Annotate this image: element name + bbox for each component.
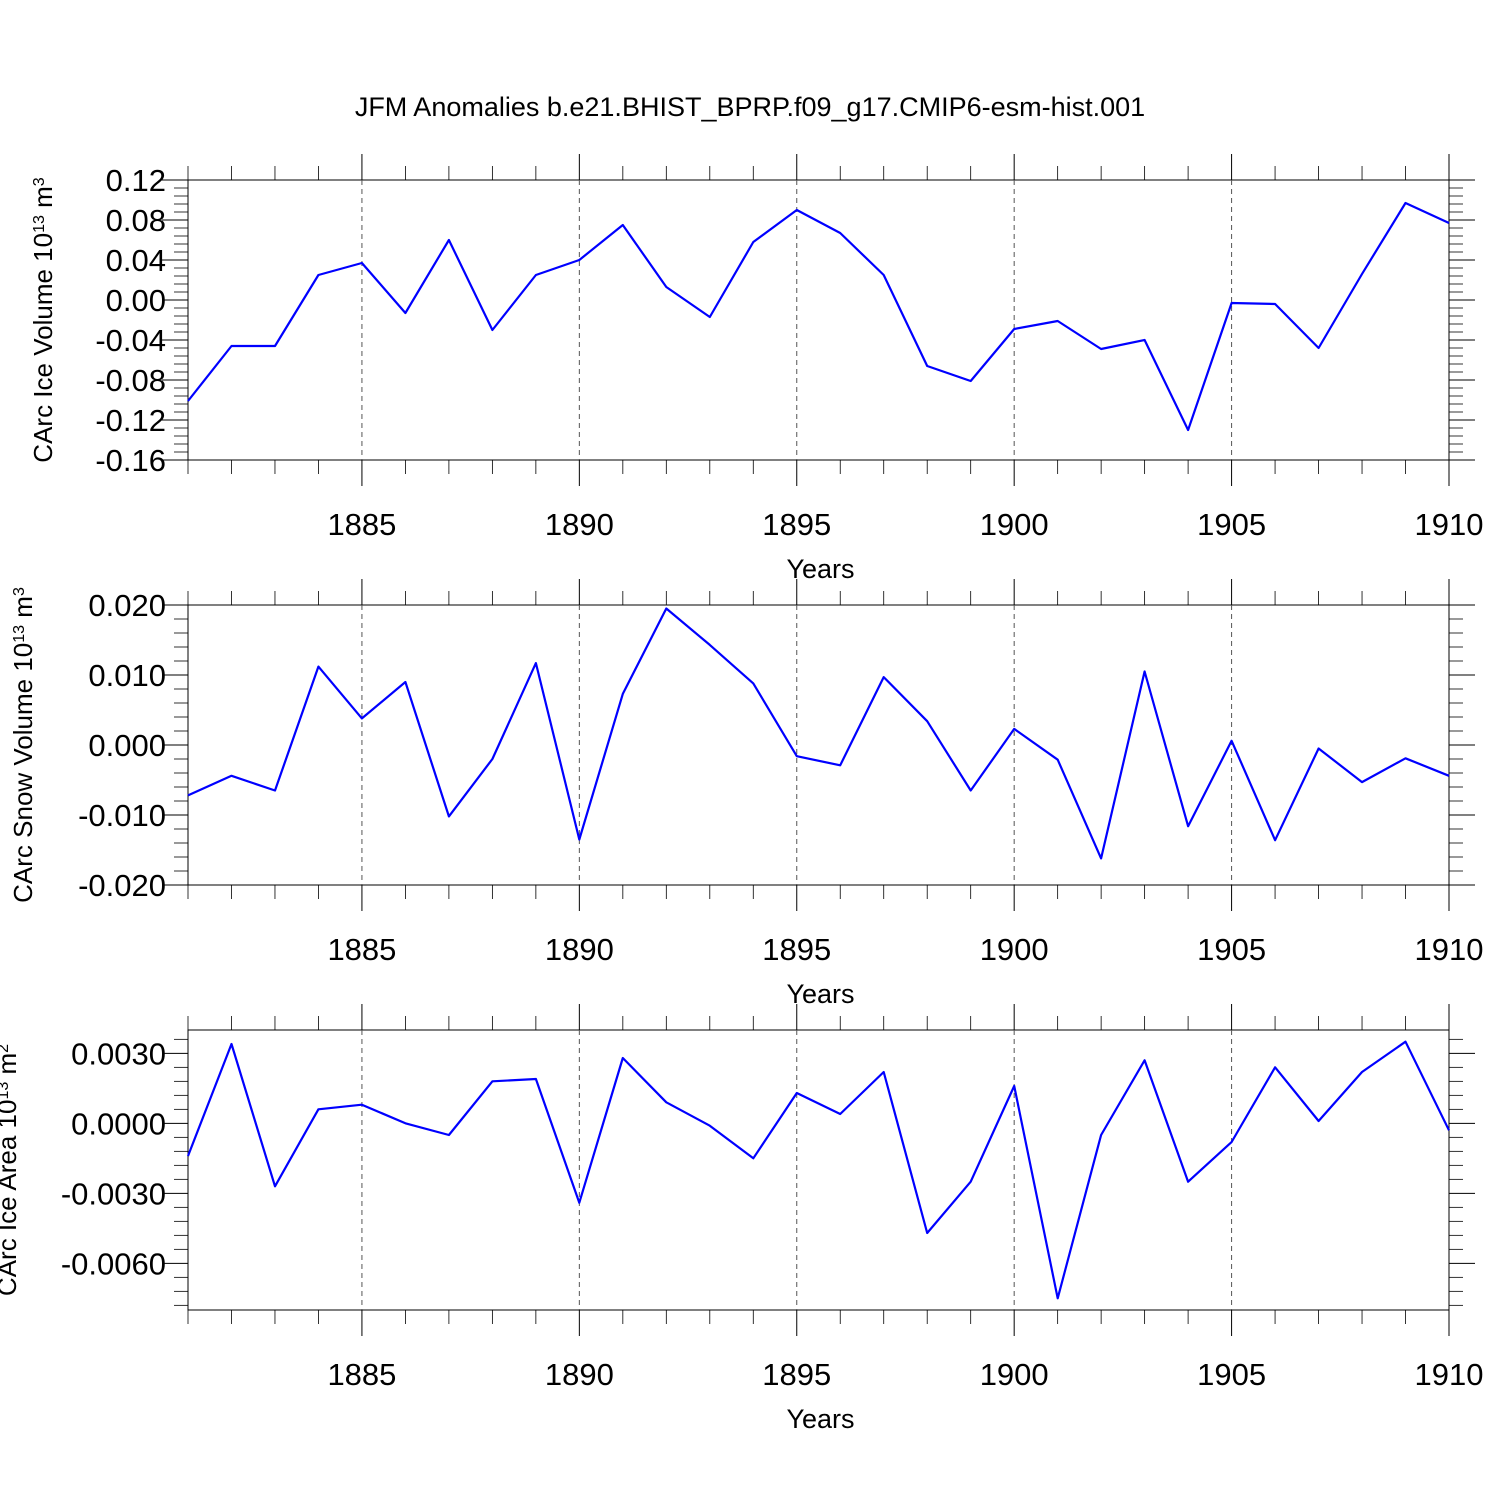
x-axis-label: Years — [786, 1404, 854, 1434]
y-tick-label: -0.04 — [95, 323, 166, 358]
plot-frame — [187, 1029, 1450, 1311]
series-line — [186, 1040, 1450, 1300]
panel-2: 1885 1890 1895 1900 1905 1910 Years -0.020 -0.01… — [8, 579, 1483, 1009]
x-tick-label: 1890 — [545, 932, 614, 967]
plot-frame — [187, 179, 1450, 461]
y-tick-label: -0.0030 — [61, 1176, 166, 1211]
y-tick-label: -0.12 — [95, 403, 166, 438]
x-tick-label: 1885 — [327, 932, 396, 967]
y-tick-label: -0.020 — [78, 868, 166, 903]
y-tick-label: 0.00 — [106, 283, 166, 318]
y-tick-label: 0.020 — [88, 588, 166, 623]
y-tick-label: -0.08 — [95, 363, 166, 398]
x-tick-label: 1885 — [327, 1357, 396, 1392]
panel-1: 1885 1890 1895 1900 1905 1910 Years -0.16 -0.12 -… — [28, 154, 1483, 584]
series-line — [187, 201, 1450, 432]
x-tick-label: 1910 — [1415, 507, 1484, 542]
plot-frame — [187, 604, 1450, 886]
x-tick-label: 1900 — [980, 507, 1049, 542]
x-axis-label: Years — [786, 979, 854, 1009]
x-tick-label: 1910 — [1415, 1357, 1484, 1392]
panel-3: 1885 1890 1895 1900 1905 1910 Years -0.0060 -0.0… — [0, 1004, 1483, 1434]
y-tick-label: 0.08 — [106, 203, 166, 238]
y-axis-label: CArc Ice Area 1013 m2 — [0, 1044, 22, 1296]
x-tick-label: 1885 — [327, 507, 396, 542]
y-tick-label: 0.0030 — [71, 1036, 166, 1071]
y-tick-label: 0.12 — [106, 163, 166, 198]
x-axis-label: Years — [786, 554, 854, 584]
chart-title: JFM Anomalies b.e21.BHIST_BPRP.f09_g17.C… — [355, 92, 1145, 122]
x-tick-label: 1905 — [1197, 932, 1266, 967]
x-tick-label: 1895 — [762, 932, 831, 967]
y-axis-label: CArc Snow Volume 1013 m3 — [8, 587, 38, 903]
y-tick-label: 0.010 — [88, 658, 166, 693]
x-tick-label: 1890 — [545, 507, 614, 542]
x-tick-label: 1900 — [980, 1357, 1049, 1392]
x-tick-label: 1900 — [980, 932, 1049, 967]
x-tick-label: 1890 — [545, 1357, 614, 1392]
x-tick-label: 1905 — [1197, 1357, 1266, 1392]
y-tick-label: 0.0000 — [71, 1106, 166, 1141]
y-tick-label: 0.04 — [106, 243, 166, 278]
y-tick-label: -0.010 — [78, 798, 166, 833]
x-tick-label: 1910 — [1415, 932, 1484, 967]
y-tick-label: 0.000 — [88, 728, 166, 763]
y-tick-label: -0.0060 — [61, 1246, 166, 1281]
series-line — [187, 607, 1450, 860]
x-tick-label: 1895 — [762, 507, 831, 542]
x-tick-label: 1895 — [762, 1357, 831, 1392]
x-tick-label: 1905 — [1197, 507, 1266, 542]
y-axis-label: CArc Ice Volume 1013 m3 — [28, 177, 58, 462]
y-tick-label: -0.16 — [95, 443, 166, 478]
